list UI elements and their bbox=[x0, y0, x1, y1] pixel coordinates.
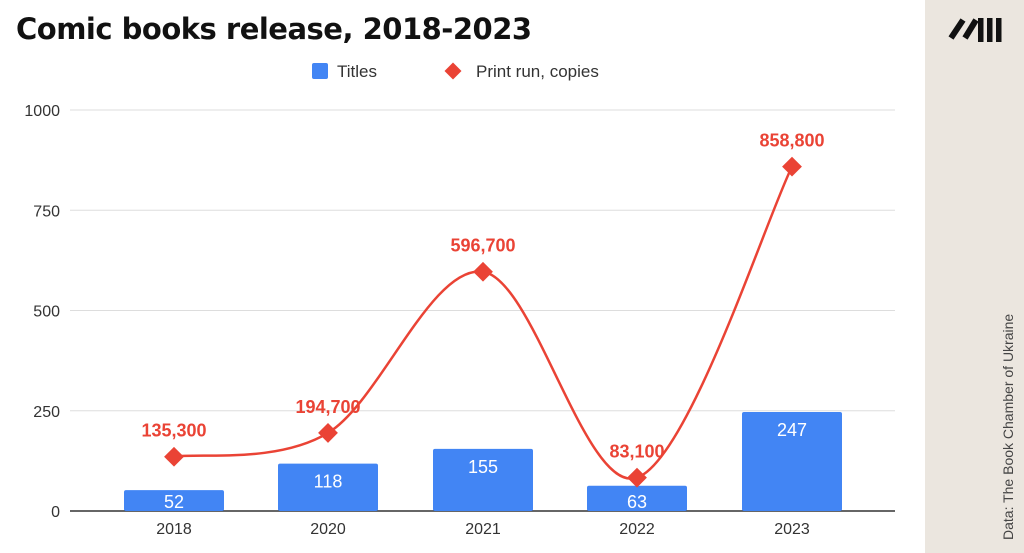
print-run-marker bbox=[627, 467, 647, 488]
chart-title: Comic books release, 2018-2023 bbox=[16, 12, 532, 46]
y-tick-label: 500 bbox=[33, 304, 60, 321]
y-tick-label: 750 bbox=[33, 203, 60, 220]
print-run-label: 596,700 bbox=[450, 236, 515, 256]
bar-label: 52 bbox=[164, 492, 184, 512]
y-tick-label: 1000 bbox=[24, 103, 60, 120]
chart: 0 250 500 750 1000 2018 2020 2021 2022 2023 52 118 1… bbox=[24, 62, 895, 538]
print-run-marker bbox=[473, 261, 493, 282]
bar bbox=[278, 463, 378, 511]
legend-titles-label: Titles bbox=[337, 62, 377, 81]
bar bbox=[124, 490, 224, 511]
print-run-marker bbox=[164, 446, 184, 467]
print-run-marker bbox=[318, 423, 338, 443]
publisher-logo bbox=[948, 18, 1002, 42]
side-panel bbox=[925, 0, 1024, 553]
bar-label: 63 bbox=[627, 492, 647, 512]
y-tick-label: 0 bbox=[51, 504, 60, 521]
x-tick-label: 2020 bbox=[310, 521, 346, 538]
source-note: Data: The Book Chamber of Ukraine bbox=[1000, 313, 1016, 540]
x-tick-label: 2023 bbox=[774, 521, 810, 538]
x-tick-label: 2018 bbox=[156, 521, 192, 538]
bar-label: 118 bbox=[314, 472, 343, 492]
bar bbox=[433, 448, 533, 511]
bar bbox=[587, 485, 687, 511]
bar-label: 155 bbox=[468, 457, 498, 477]
print-run-label: 858,800 bbox=[759, 131, 824, 151]
print-run-label: 135,300 bbox=[141, 421, 206, 441]
bar-label: 247 bbox=[777, 420, 807, 440]
bar bbox=[742, 411, 842, 511]
print-run-line bbox=[173, 166, 794, 480]
print-run-label: 83,100 bbox=[609, 442, 664, 462]
y-tick-label: 250 bbox=[33, 404, 60, 421]
print-run-marker bbox=[782, 156, 802, 177]
x-tick-label: 2022 bbox=[619, 521, 655, 538]
x-tick-label: 2021 bbox=[465, 521, 501, 538]
legend-print-run-marker bbox=[444, 62, 462, 80]
legend-titles-swatch bbox=[312, 63, 328, 79]
legend-print-run-label: Print run, copies bbox=[476, 62, 599, 81]
print-run-label: 194,700 bbox=[295, 397, 360, 417]
